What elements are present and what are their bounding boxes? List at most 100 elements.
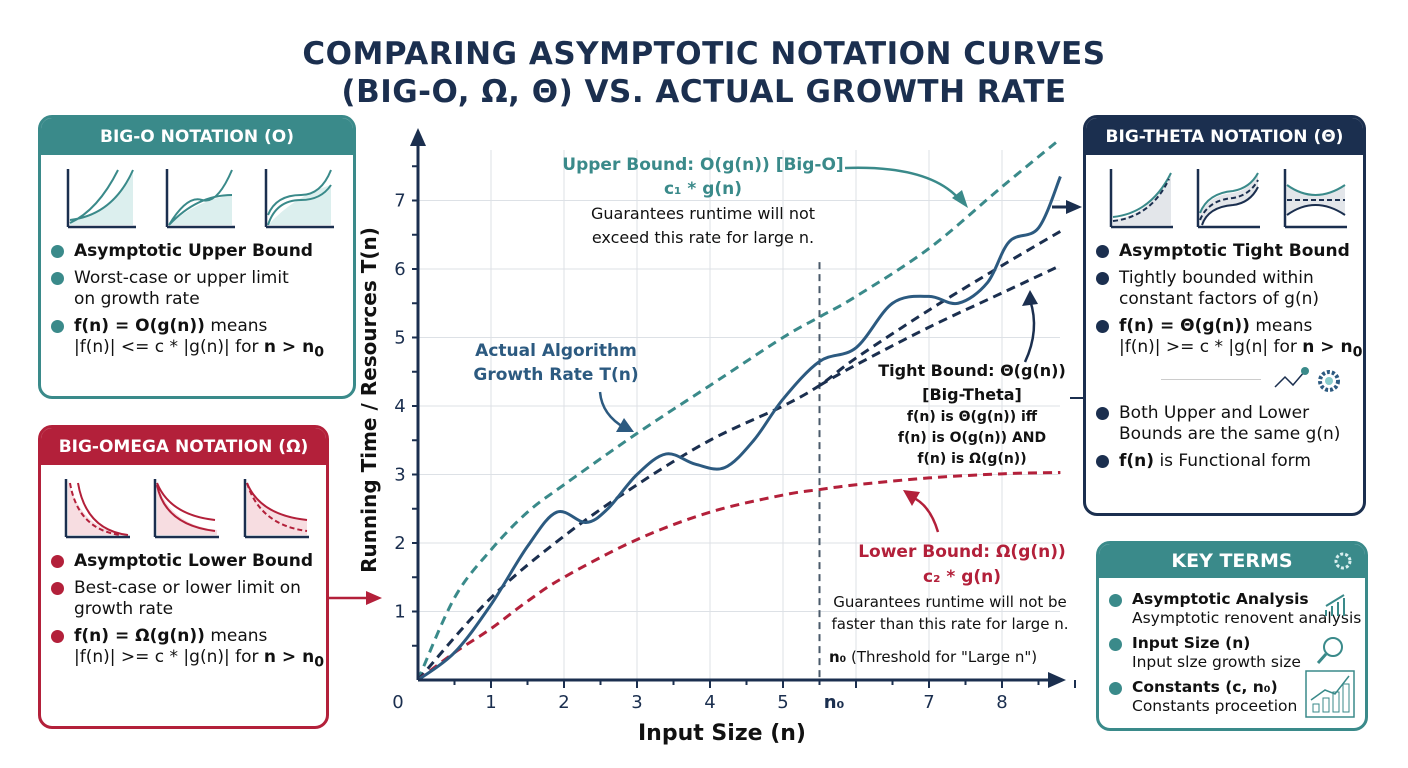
upper-bound-formula: c₁ * g(n) [664, 179, 742, 199]
big-omega-header: BIG-OMEGA NOTATION (Ω) [41, 428, 326, 465]
lower-bound-formula: c₂ * g(n) [923, 567, 1001, 587]
term-description: Constants proceetion [1132, 697, 1298, 715]
y-tick-label: 2 [394, 533, 405, 554]
tight-bound-definition: f(n) is O(g(n)) AND [898, 430, 1046, 446]
big-o-header: BIG-O NOTATION (O) [41, 118, 353, 155]
upper-bound-label: Upper Bound: O(g(n)) [Big-O] [562, 155, 843, 175]
arrowhead-icon [952, 190, 968, 208]
big-theta-bullet: f(n) is Functional form [1096, 451, 1363, 472]
lower-bound-mini-chart-icon [154, 479, 220, 539]
bullet-text: |f(n)| <= c * |g(n)| for [74, 337, 264, 357]
bullet-text: means [204, 626, 268, 646]
term-description: Asymptotic renovent analysis [1132, 609, 1362, 627]
x-tick-label: 8 [996, 692, 1007, 713]
lower-bound-mini-chart-icon [64, 479, 130, 539]
tight-bound-mini-chart-icon [1196, 169, 1260, 229]
divider [1161, 379, 1261, 381]
series-lower-line [417, 470, 1061, 682]
bar-chart-icon [1305, 670, 1355, 718]
bullet-text: Asymptotic Lower Bound [74, 551, 314, 571]
tight-bound-pointer-arrow [1023, 299, 1036, 363]
arrowhead-icon [1066, 200, 1082, 214]
y-axis-arrow-icon [410, 128, 426, 146]
big-omega-panel: BIG-OMEGA NOTATION (Ω) Asymptotic Lower … [38, 425, 329, 729]
upper-bound-mini-chart-icon [165, 169, 235, 229]
big-o-bullet: Asymptotic Upper Bound [51, 241, 353, 262]
subscript: 0 [1352, 344, 1363, 361]
bullet-text: means [1249, 316, 1313, 336]
big-omega-bullet: Best-case or lower limit on growth rate [51, 578, 326, 620]
series-actual-line [417, 175, 1062, 682]
arrowhead-icon [903, 490, 920, 506]
x-tick-label: n₀ [824, 692, 845, 713]
formula: f(n) [1119, 451, 1155, 472]
bullet-text: Worst-case or upper limit on growth rate [74, 268, 289, 309]
x-axis-arrow-icon [1048, 672, 1066, 688]
actual-growth-label: Actual Algorithm [475, 341, 637, 361]
term: Asymptotic Analysis [1132, 590, 1309, 608]
big-o-mini-charts [41, 155, 353, 235]
arrowhead-icon [1022, 290, 1038, 306]
big-theta-header: BIG-THETA NOTATION (Θ) [1086, 118, 1363, 155]
bullet-text: Asymptotic Upper Bound [74, 241, 313, 261]
upper-bound-mini-chart-icon [67, 169, 137, 229]
bullet-text: |f(n)| >= c * |g(n)| for [74, 647, 264, 667]
upper-bound-description: exceed this rate for large n. [592, 228, 814, 247]
tight-bound-label: [Big-Theta] [922, 385, 1022, 404]
x-tick-label: 5 [777, 692, 788, 713]
big-theta-bullet: f(n) = Θ(g(n)) means |f(n)| >= c * |g(n| … [1096, 316, 1363, 363]
y-tick-label: 7 [394, 191, 405, 212]
big-o-panel: BIG-O NOTATION (O) Asymptotic Upper Boun… [38, 115, 356, 399]
key-term-item: Input Size (n) Input slze growth size [1109, 634, 1365, 672]
x-axis-label: Input Size (n) [638, 721, 806, 746]
series-tight_lower-line [818, 264, 1062, 387]
n0-symbol: n₀ [829, 648, 846, 666]
bullet-text: Asymptotic Tight Bound [1119, 241, 1350, 261]
title-line-2: (BIG-O, Ω, Θ) VS. ACTUAL GROWTH RATE [341, 74, 1067, 110]
formula: f(n) = O(g(n)) [74, 316, 205, 336]
big-o-bullet: f(n) = O(g(n)) means |f(n)| <= c * |g(n)|… [51, 316, 353, 363]
gear-icon [1334, 552, 1352, 570]
bullet-text: Tightly bounded within constant factors … [1119, 268, 1319, 309]
divider-row [1086, 363, 1363, 397]
lower-bound-label: Lower Bound: Ω(g(n)) [858, 542, 1066, 562]
key-terms-panel: KEY TERMS Asymptotic Analysis Asymptotic … [1096, 541, 1368, 731]
y-axis-label: Running Time / Resources T(n) [357, 227, 381, 573]
subscript: 0 [314, 654, 325, 671]
y-tick-label: 5 [394, 328, 405, 349]
series-tight_upper-line [416, 230, 1062, 681]
formula: f(n) = Ω(g(n)) [74, 626, 205, 646]
lower-bound-pointer-arrow [911, 495, 940, 533]
formula: n > n [263, 337, 315, 357]
tight-bound-mini-chart-icon [1109, 169, 1173, 229]
trend-chart-icon [1325, 594, 1345, 616]
x-tick-label: 2 [558, 692, 569, 713]
n0-description: (Threshold for "Large n") [846, 648, 1037, 666]
bullet-text: Both Upper and Lower Bounds are the same… [1119, 403, 1341, 445]
x-tick-label: 4 [704, 692, 715, 713]
lower-bound-mini-chart-icon [243, 479, 310, 539]
arrowhead-icon [616, 418, 634, 432]
x-tick-label: 7 [923, 692, 934, 713]
y-tick-label: 1 [394, 602, 405, 623]
y-tick-label: 4 [394, 396, 405, 417]
series-upper-line [416, 137, 1062, 681]
title-line-1: COMPARING ASYMPTOTIC NOTATION CURVES [302, 36, 1106, 72]
actual-growth-label: Growth Rate T(n) [473, 365, 638, 385]
upper-bound-description: Guarantees runtime will not [591, 204, 815, 223]
lower-bound-description: Guarantees runtime will not be [833, 593, 1067, 611]
x-tick-label: 1 [485, 692, 496, 713]
big-omega-mini-charts [41, 465, 326, 545]
x-tick-label: 0 [392, 692, 403, 713]
upper-bound-pointer-arrow [844, 166, 961, 201]
term-description: Input slze growth size [1132, 653, 1301, 671]
big-omega-bullet: Asymptotic Lower Bound [51, 551, 326, 572]
x-tick-label: 3 [631, 692, 642, 713]
formula: f(n) = Θ(g(n)) [1119, 316, 1250, 336]
upper-bound-mini-chart-icon [264, 169, 334, 229]
big-theta-bullet: Asymptotic Tight Bound [1096, 241, 1363, 262]
arrowhead-icon [366, 591, 382, 605]
lower-bound-description: faster than this rate for large n. [831, 615, 1068, 633]
n0-threshold-label: n₀ (Threshold for "Large n") [829, 648, 1037, 666]
